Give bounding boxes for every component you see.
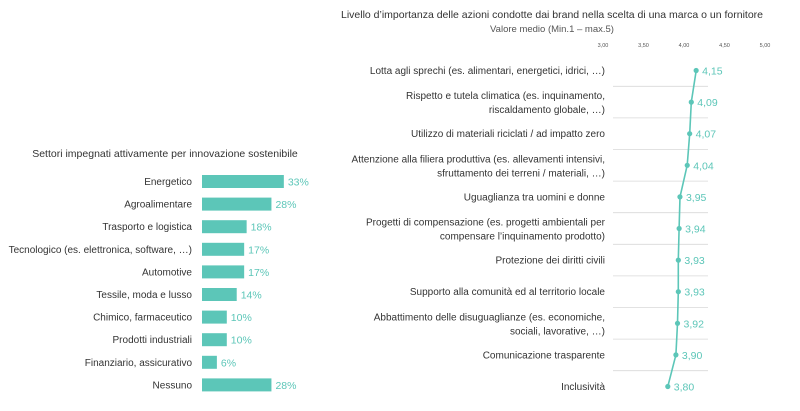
right-value-label: 3,92 (684, 318, 705, 330)
right-category-label: Inclusività (561, 382, 605, 393)
left-bar (202, 288, 237, 301)
importance-line-chart: Livello d’importanza delle azioni condot… (341, 9, 770, 394)
right-point (688, 99, 694, 105)
right-category-labels: Lotta agli sprechi (es. alimentari, ener… (352, 66, 606, 393)
left-value-label: 17% (248, 267, 269, 279)
left-category-label: Trasporto e logistica (102, 222, 192, 233)
left-category-label: Agroalimentare (124, 200, 192, 211)
right-category-label: Progetti di compensazione (es. progetti … (366, 218, 606, 229)
left-bar (202, 333, 227, 347)
right-chart-subtitle: Valore medio (Min.1 – max.5) (490, 24, 614, 35)
left-category-label: Tecnologico (es. elettronica, software, … (9, 245, 192, 256)
right-category-label: Attenzione alla filiera produttiva (es. … (352, 154, 605, 165)
right-value-label: 4,04 (693, 160, 714, 172)
right-point (676, 225, 682, 232)
right-value-label: 3,94 (685, 224, 706, 236)
left-category-label: Tessile, moda e lusso (96, 290, 192, 301)
right-point (675, 289, 681, 295)
right-category-label: Uguaglianza tra uomini e donne (464, 192, 606, 203)
right-point (684, 162, 690, 168)
left-category-label: Nessuno (153, 380, 193, 391)
right-x-tick-labels: 3,00 3,50 4,00 4,50 5,00 (598, 43, 771, 49)
right-category-label: Abbattimento delle disuguaglianze (es. e… (374, 312, 605, 323)
right-chart-title: Livello d’importanza delle azioni condot… (341, 9, 763, 21)
left-value-label: 18% (251, 222, 272, 234)
right-point (665, 383, 671, 390)
right-category-label: Supporto alla comunità ed al territorio … (410, 287, 606, 298)
right-point (693, 67, 699, 74)
left-bar (202, 175, 284, 188)
right-point (677, 194, 683, 200)
left-bar (202, 242, 245, 256)
right-category-label: Lotta agli sprechi (es. alimentari, ener… (370, 66, 605, 77)
left-bar (202, 197, 272, 211)
right-category-label: Utilizzo di materiali riciclati / ad imp… (411, 129, 605, 140)
left-value-label: 17% (248, 244, 269, 256)
left-value-label: 6% (221, 357, 236, 369)
left-value-labels: 33%28%18%17%17%14%10%10%6%28% (221, 177, 309, 392)
left-chart-title: Settori impegnati attivamente per innova… (32, 148, 298, 160)
left-value-label: 28% (275, 380, 296, 392)
right-value-label: 4,07 (696, 129, 717, 141)
right-category-label: Protezione dei diritti civili (496, 256, 606, 267)
left-value-label: 14% (241, 290, 262, 302)
left-bars (202, 175, 284, 392)
right-category-label: Rispetto e tutela climatica (es. inquina… (406, 91, 605, 102)
right-value-label: 4,15 (702, 66, 723, 78)
right-category-label: sfruttamento dei terreni / materiali, …) (437, 168, 605, 179)
left-value-label: 33% (288, 177, 309, 189)
left-bar (202, 310, 227, 324)
right-value-label: 3,90 (682, 350, 703, 362)
right-x-tick-label: 3,50 (638, 43, 649, 49)
left-bar (202, 378, 272, 392)
right-x-tick-label: 4,50 (719, 43, 730, 49)
left-value-label: 10% (231, 335, 252, 347)
left-category-label: Automotive (142, 267, 192, 278)
left-category-label: Chimico, farmaceutico (93, 313, 192, 324)
left-bar (202, 355, 217, 369)
right-x-tick-label: 5,00 (760, 43, 771, 49)
left-category-labels: Energetico Agroalimentare Trasporto e logi… (9, 177, 193, 391)
left-category-label: Energetico (144, 177, 192, 188)
right-point (675, 257, 681, 263)
right-point (687, 131, 693, 137)
right-category-label: Comunicazione trasparente (483, 350, 606, 361)
sectors-bar-chart: Settori impegnati attivamente per innova… (9, 148, 309, 392)
left-value-label: 10% (231, 312, 252, 324)
right-value-label: 4,09 (697, 97, 718, 109)
left-bar (202, 220, 247, 234)
right-points (665, 67, 699, 390)
left-value-label: 28% (275, 199, 296, 211)
right-value-label: 3,93 (684, 255, 705, 267)
right-point (673, 352, 679, 358)
right-category-label: sociali, lavorative, …) (510, 326, 605, 337)
right-value-label: 3,80 (674, 382, 695, 394)
right-point (674, 320, 681, 326)
left-bar (202, 265, 245, 279)
left-category-label: Finanziario, assicurativo (85, 358, 193, 369)
right-separators (613, 85, 708, 372)
left-category-label: Prodotti industriali (113, 335, 192, 346)
right-category-label: compensare l’inquinamento prodotto) (440, 232, 605, 243)
right-value-labels: 4,15 4,09 4,07 4,04 3,95 3,94 3,93 3,93 3,92 3,90… (674, 66, 723, 394)
right-value-label: 3,93 (684, 287, 705, 299)
right-x-tick-label: 3,00 (598, 43, 609, 49)
right-category-label: riscaldamento globale, …) (489, 105, 605, 116)
right-value-label: 3,95 (686, 192, 707, 204)
right-x-tick-label: 4,00 (679, 43, 690, 49)
